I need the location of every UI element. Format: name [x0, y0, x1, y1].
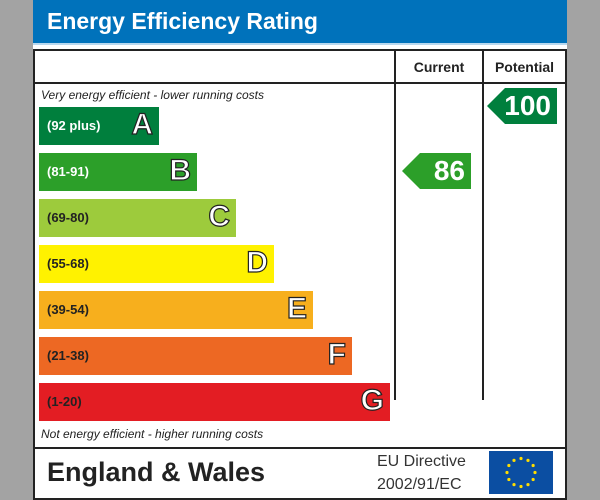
band-f: (21-38) F	[39, 337, 352, 375]
band-letter: G	[360, 383, 385, 417]
band-letter: F	[327, 337, 347, 371]
top-note: Very energy efficient - lower running co…	[41, 88, 264, 102]
star-icon	[519, 484, 523, 489]
band-range: (55-68)	[47, 256, 89, 271]
band-letter: C	[208, 199, 231, 233]
band-letter: D	[246, 245, 269, 279]
star-icon	[531, 477, 535, 482]
band-b: (81-91) B	[39, 153, 197, 191]
band-g: (1-20) G	[39, 383, 390, 421]
band-range: (69-80)	[47, 210, 89, 225]
star-icon	[507, 463, 511, 468]
band-a: (92 plus) A	[39, 107, 159, 145]
band-range: (92 plus)	[47, 118, 101, 133]
band-d: (55-68) D	[39, 245, 274, 283]
potential-rating-arrow: 100	[487, 88, 557, 124]
epc-panel: Energy Efficiency Rating Current Potenti…	[33, 0, 567, 500]
directive-line1: EU Directive	[377, 453, 466, 470]
band-range: (39-54)	[47, 302, 89, 317]
star-icon	[505, 470, 509, 475]
band-c: (69-80) C	[39, 199, 236, 237]
star-icon	[507, 477, 511, 482]
column-potential: Potential	[494, 59, 555, 75]
divider	[35, 82, 565, 84]
star-icon	[533, 470, 537, 475]
current-value: 86	[433, 155, 465, 186]
current-rating-arrow: 86	[402, 153, 471, 189]
star-icon	[526, 458, 530, 462]
divider	[394, 51, 396, 400]
region-label: England & Wales	[47, 457, 266, 487]
band-letter: A	[131, 107, 154, 141]
band-e: (39-54) E	[39, 291, 313, 329]
chart-title: Energy Efficiency Rating	[47, 8, 318, 34]
header: Energy Efficiency Rating	[33, 0, 567, 45]
band-range: (1-20)	[47, 394, 82, 409]
star-icon	[512, 458, 516, 462]
eu-flag-icon	[489, 451, 553, 494]
star-icon	[526, 483, 530, 487]
star-icon	[519, 456, 523, 461]
band-letter: E	[286, 291, 307, 325]
band-letter: B	[169, 153, 192, 187]
column-current: Current	[413, 59, 465, 75]
star-icon	[512, 483, 516, 487]
star-icon	[531, 463, 535, 468]
bottom-note: Not energy efficient - higher running co…	[41, 427, 264, 441]
potential-value: 100	[504, 90, 551, 121]
rating-table: Current Potential Very energy efficient …	[33, 49, 567, 500]
directive-line2: 2002/91/EC	[377, 476, 462, 493]
divider	[482, 51, 484, 400]
band-range: (81-91)	[47, 164, 89, 179]
divider	[35, 447, 565, 449]
band-range: (21-38)	[47, 348, 89, 363]
